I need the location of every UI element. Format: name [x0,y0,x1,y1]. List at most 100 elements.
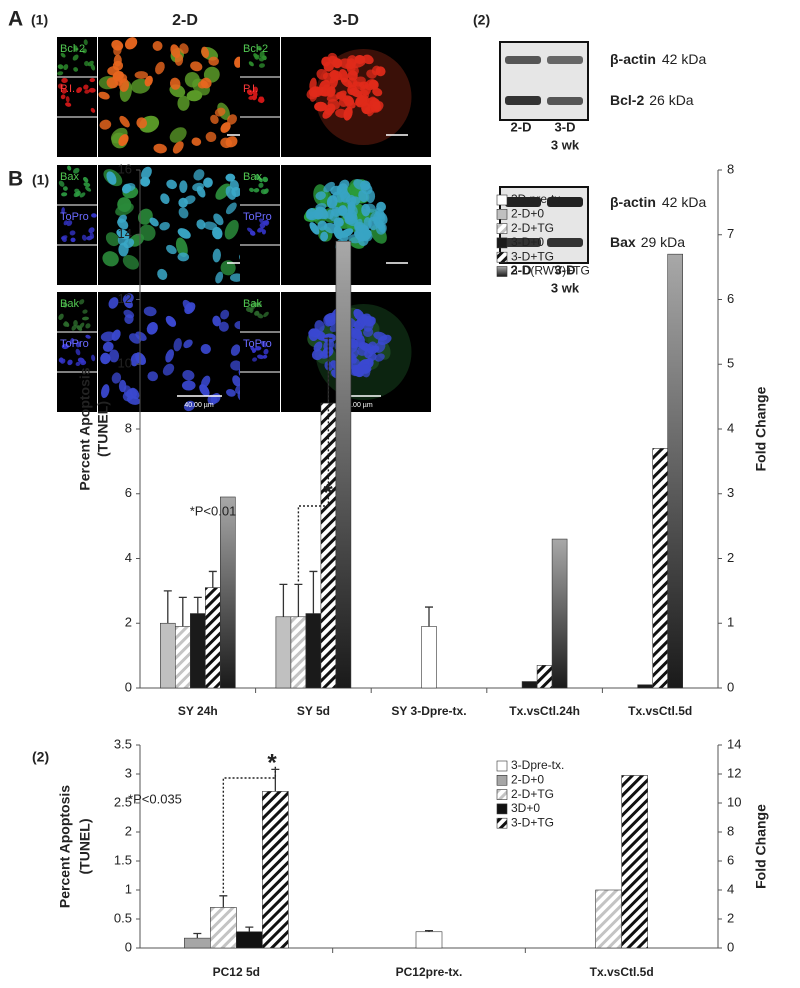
cell [102,341,114,352]
y2-tick-label: 8 [727,161,734,176]
cell [224,219,239,240]
cell [81,234,87,241]
cell [379,212,388,224]
cell [58,313,64,321]
bar [184,937,211,949]
cell [257,97,265,103]
cell [169,127,187,143]
bar [220,496,236,689]
cell [65,102,72,107]
cell [263,348,269,355]
cell [73,67,79,72]
y-tick-label: 12 [118,291,132,306]
cell [183,400,196,412]
y-tick-label: 6 [125,485,132,500]
cell [152,41,163,51]
cell [375,222,387,235]
bar [262,791,289,949]
column-header: 2-D [172,12,198,29]
x-tick-label: SY 3-Dpre-tx. [391,704,466,718]
cell [60,94,66,100]
cell [258,63,265,68]
cell [179,43,189,54]
scale-label: 40.00 µm [343,402,372,409]
legend-label: 3D+0 [511,801,540,815]
legend-label: 2-D+0 [511,772,544,786]
error-bar [309,570,318,614]
lane-label: 3-D [555,119,576,134]
panel-sub-label: (1) [31,12,48,28]
cell [254,310,260,316]
y-tick-label: 8 [125,420,132,435]
cell [69,230,76,236]
cell [91,354,96,362]
bar [595,889,622,949]
error-bar [425,606,433,627]
cell [79,299,85,305]
y2-tick-label: 7 [727,226,734,241]
cell [345,194,357,207]
cell [314,320,325,333]
cell [199,384,210,397]
cell [73,167,80,174]
cell [363,217,372,230]
cell [313,341,323,352]
bar [415,931,443,949]
blot-band [505,96,541,105]
cell [83,39,88,46]
cell [119,115,130,128]
lane-label: 2-D [511,119,532,134]
cell [377,334,392,345]
significance-bracket [222,766,277,893]
bar [160,622,176,689]
cell [181,380,196,391]
y-tick-label: 1 [125,881,132,896]
bar [521,681,538,689]
cell [313,211,324,220]
y-tick-label: 2 [125,615,132,630]
cell [361,203,371,217]
legend-label: 3-D+0 [511,235,544,249]
cell [57,64,64,70]
cell [67,359,73,366]
error-bar [163,590,172,624]
legend-swatch [496,760,508,772]
cell [139,224,156,241]
blot [499,186,589,264]
error-bar [219,895,228,908]
cell [60,358,66,364]
cell [70,237,76,243]
cell [162,363,175,376]
cell [124,183,136,192]
cell [218,321,229,332]
cell [253,86,258,94]
y2-tick-label: 0 [727,939,734,954]
cell [82,309,88,314]
cell [260,189,267,195]
bar [236,931,263,949]
cell [61,236,67,243]
lane-label: 2-D [511,262,532,277]
y-tick-label: 14 [118,226,132,241]
blot-band [505,238,541,247]
cell [88,87,96,93]
cell [245,306,253,313]
cell [340,228,354,238]
cell [149,217,159,227]
cell [255,173,260,180]
cell [83,84,89,90]
cell [79,322,85,329]
y-axis-label: Percent Apoptosis [77,367,93,490]
cell [347,77,358,88]
cell [134,71,149,79]
legend-swatch [496,237,508,249]
x-tick-label: Tx.vsCtl.5d [628,704,692,718]
x-tick-label: SY 5d [297,704,330,718]
blot-band [547,56,583,64]
cell [63,220,68,226]
cell [321,56,331,67]
legend-label: 2-D+0 [511,206,544,220]
cell [196,186,206,198]
cell [184,195,196,205]
cell [61,77,68,84]
